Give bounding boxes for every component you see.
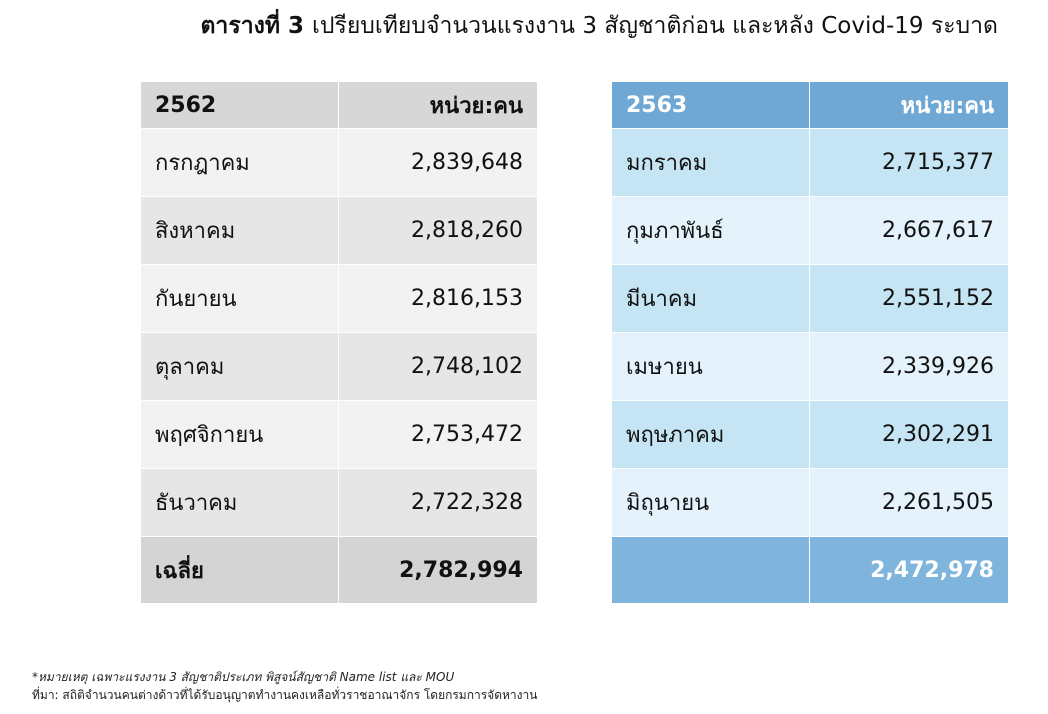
value-cell: 2,261,505 [809, 468, 1009, 537]
month-cell: เมษายน [611, 332, 810, 401]
month-cell: พฤษภาคม [611, 400, 810, 469]
month-cell: กุมภาพันธ์ [611, 196, 810, 265]
month-cell: มกราคม [611, 128, 810, 197]
month-cell: สิงหาคม [140, 196, 339, 265]
table-row: สิงหาคม 2,818,260 [140, 196, 538, 265]
unit-label: หน่วย:คน [338, 81, 538, 129]
source-note: ที่มา: สถิติจำนวนคนต่างด้าวที่ได้รับอนุญ… [32, 688, 538, 702]
month-cell: ตุลาคม [140, 332, 339, 401]
value-cell: 2,816,153 [338, 264, 538, 333]
average-row: เฉลี่ย 2,782,994 [140, 536, 538, 604]
table-row: พฤษภาคม 2,302,291 [611, 400, 1009, 469]
value-cell: 2,818,260 [338, 196, 538, 265]
table-row: กุมภาพันธ์ 2,667,617 [611, 196, 1009, 265]
average-label: เฉลี่ย [140, 536, 339, 604]
table-row: เมษายน 2,339,926 [611, 332, 1009, 401]
average-value: 2,472,978 [809, 536, 1009, 604]
value-cell: 2,551,152 [809, 264, 1009, 333]
table-2563: 2563 หน่วย:คน มกราคม 2,715,377 กุมภาพันธ… [611, 81, 1009, 604]
value-cell: 2,667,617 [809, 196, 1009, 265]
month-cell: กรกฎาคม [140, 128, 339, 197]
table-row: มิถุนายน 2,261,505 [611, 468, 1009, 537]
value-cell: 2,839,648 [338, 128, 538, 197]
value-cell: 2,753,472 [338, 400, 538, 469]
value-cell: 2,715,377 [809, 128, 1009, 197]
average-value: 2,782,994 [338, 536, 538, 604]
table-2562: 2562 หน่วย:คน กรกฎาคม 2,839,648 สิงหาคม … [140, 81, 538, 604]
month-cell: มิถุนายน [611, 468, 810, 537]
table-header: 2563 หน่วย:คน [611, 81, 1009, 129]
month-cell: พฤศจิกายน [140, 400, 339, 469]
month-cell: มีนาคม [611, 264, 810, 333]
table-row: พฤศจิกายน 2,753,472 [140, 400, 538, 469]
value-cell: 2,339,926 [809, 332, 1009, 401]
table-row: มีนาคม 2,551,152 [611, 264, 1009, 333]
remark-note: *หมายเหตุ เฉพาะแรงงาน 3 สัญชาติประเภท พิ… [32, 670, 455, 684]
average-label [611, 536, 810, 604]
average-row: 2,472,978 [611, 536, 1009, 604]
unit-label: หน่วย:คน [809, 81, 1009, 129]
value-cell: 2,302,291 [809, 400, 1009, 469]
table-header: 2562 หน่วย:คน [140, 81, 538, 129]
footnotes: *หมายเหตุ เฉพาะแรงงาน 3 สัญชาติประเภท พิ… [32, 668, 537, 704]
table-row: ตุลาคม 2,748,102 [140, 332, 538, 401]
table-row: กรกฎาคม 2,839,648 [140, 128, 538, 197]
title-number: ตารางที่ 3 [200, 13, 305, 39]
title-text: เปรียบเทียบจำนวนแรงงาน 3 สัญชาติก่อน และ… [312, 13, 998, 39]
page-title: ตารางที่ 3 เปรียบเทียบจำนวนแรงงาน 3 สัญชา… [200, 8, 998, 44]
table-row: ธันวาคม 2,722,328 [140, 468, 538, 537]
year-label: 2562 [140, 81, 339, 129]
table-row: มกราคม 2,715,377 [611, 128, 1009, 197]
month-cell: กันยายน [140, 264, 339, 333]
month-cell: ธันวาคม [140, 468, 339, 537]
value-cell: 2,748,102 [338, 332, 538, 401]
value-cell: 2,722,328 [338, 468, 538, 537]
table-row: กันยายน 2,816,153 [140, 264, 538, 333]
year-label: 2563 [611, 81, 810, 129]
